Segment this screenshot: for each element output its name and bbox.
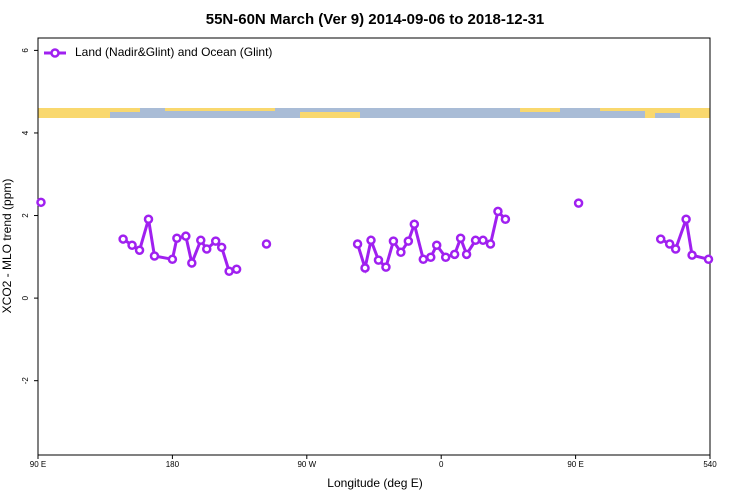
point bbox=[134, 245, 145, 255]
point bbox=[118, 234, 128, 244]
point bbox=[500, 214, 511, 225]
y-tick-label: 2 bbox=[21, 213, 30, 218]
point bbox=[167, 254, 178, 265]
point bbox=[143, 214, 154, 225]
point bbox=[36, 197, 46, 208]
point bbox=[352, 239, 363, 249]
plot-frame bbox=[37, 37, 711, 456]
point bbox=[187, 258, 197, 268]
point bbox=[149, 251, 160, 261]
x-axis-label: Longitude (deg E) bbox=[327, 476, 422, 490]
point bbox=[201, 244, 212, 254]
y-tick-label: 6 bbox=[21, 48, 30, 53]
point bbox=[172, 233, 182, 243]
point bbox=[681, 214, 691, 225]
point bbox=[655, 234, 666, 244]
point bbox=[664, 239, 675, 249]
point bbox=[381, 262, 391, 272]
point bbox=[485, 239, 496, 249]
point bbox=[687, 250, 697, 260]
point bbox=[231, 264, 242, 274]
point bbox=[493, 206, 503, 217]
point bbox=[470, 235, 481, 246]
x-tick-label: 90 W bbox=[297, 460, 316, 469]
point bbox=[409, 219, 420, 229]
point bbox=[127, 240, 137, 251]
y-axis-label: XCO2 - MLO trend (ppm) bbox=[0, 179, 14, 314]
point bbox=[388, 236, 399, 246]
point bbox=[418, 254, 429, 265]
y-tick-label: -2 bbox=[21, 377, 30, 385]
point bbox=[196, 235, 206, 246]
point bbox=[461, 249, 472, 260]
x-tick-label: 540 bbox=[703, 460, 717, 469]
point bbox=[478, 235, 488, 246]
point bbox=[261, 239, 272, 249]
map-strip bbox=[38, 108, 710, 118]
point bbox=[455, 233, 466, 243]
point bbox=[425, 252, 436, 262]
x-tick-label: 90 E bbox=[567, 460, 583, 469]
x-tick-label: 90 E bbox=[30, 460, 46, 469]
point bbox=[210, 236, 221, 246]
point bbox=[216, 242, 227, 253]
y-tick-label: 4 bbox=[21, 130, 30, 135]
x-tick-label: 180 bbox=[166, 460, 180, 469]
point bbox=[573, 198, 584, 208]
point bbox=[431, 240, 442, 251]
legend-marker bbox=[50, 48, 60, 58]
point bbox=[360, 263, 370, 273]
point bbox=[224, 266, 234, 277]
point bbox=[703, 254, 714, 265]
point bbox=[449, 249, 460, 260]
point bbox=[366, 235, 376, 246]
point bbox=[403, 236, 414, 246]
y-tick-label: 0 bbox=[21, 295, 30, 300]
x-tick-label: 0 bbox=[439, 460, 444, 469]
chart-title: 55N-60N March (Ver 9) 2014-09-06 to 2018… bbox=[206, 11, 545, 28]
point bbox=[396, 247, 406, 258]
point bbox=[373, 255, 384, 265]
point bbox=[670, 244, 681, 254]
point bbox=[181, 231, 191, 241]
point bbox=[440, 252, 451, 262]
legend-label: Land (Nadir&Glint) and Ocean (Glint) bbox=[75, 45, 272, 59]
